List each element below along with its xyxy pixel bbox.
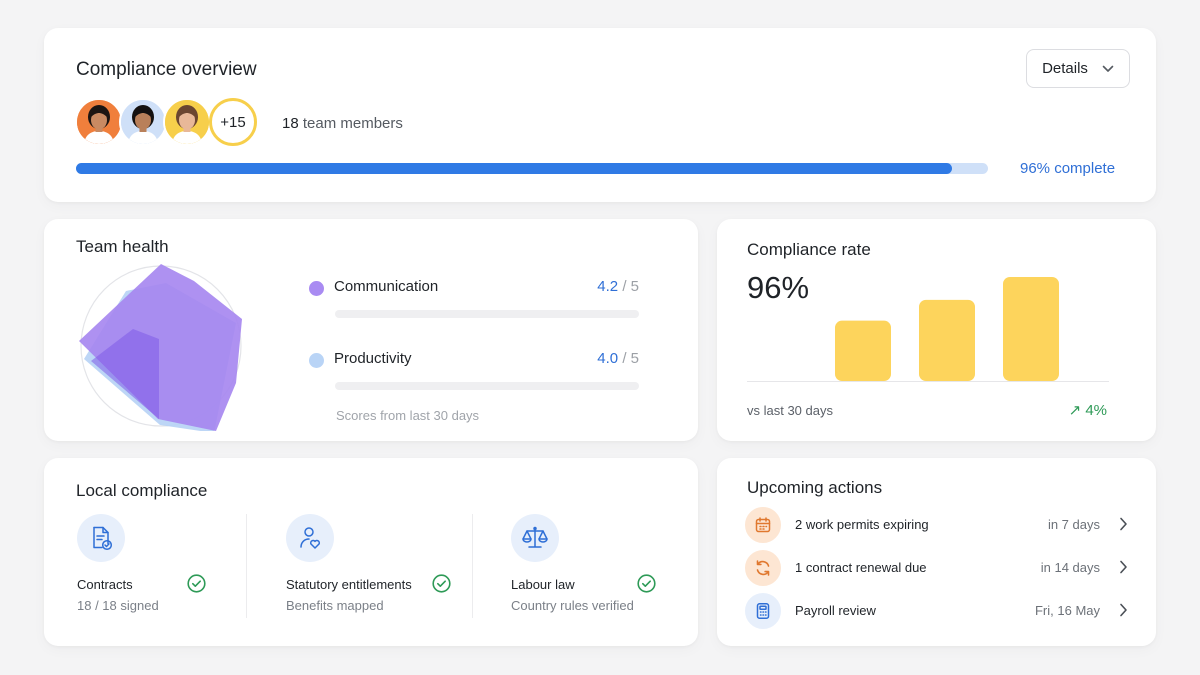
chevron-down-icon xyxy=(1102,65,1114,72)
metric-name: Productivity xyxy=(334,350,412,367)
check-circle-icon xyxy=(432,574,451,593)
score-denominator: / 5 xyxy=(622,278,639,295)
compliance-item-status: Country rules verified xyxy=(511,598,634,613)
action-label: Payroll review xyxy=(795,603,876,618)
upcoming-actions-card: Upcoming actions 2 work permits expiring… xyxy=(717,458,1156,646)
chevron-right-icon xyxy=(1120,603,1127,617)
avatar[interactable] xyxy=(119,98,167,146)
details-label: Details xyxy=(1042,60,1088,77)
rate-comparison-note: vs last 30 days xyxy=(747,403,833,418)
calendar-icon xyxy=(745,507,781,543)
radar-series-communication xyxy=(79,264,242,431)
compliance-overview-card: Compliance overview Details +15 18 team … xyxy=(44,28,1156,202)
rate-delta: ↗ 4% xyxy=(1068,402,1107,419)
action-row-payroll-review[interactable]: Payroll review Fri, 16 May xyxy=(745,593,1128,629)
avatar[interactable] xyxy=(75,98,123,146)
chevron-right-icon xyxy=(1120,560,1127,574)
progress-fill xyxy=(76,163,952,174)
compliance-item-status: 18 / 18 signed xyxy=(77,598,159,613)
action-label: 2 work permits expiring xyxy=(795,517,929,532)
score-value: 4.0 xyxy=(597,350,619,367)
team-health-title: Team health xyxy=(76,237,169,256)
upcoming-actions-title: Upcoming actions xyxy=(747,478,883,497)
compliance-rate-value: 96% xyxy=(747,270,810,305)
check-circle-icon xyxy=(187,574,206,593)
metric-bar xyxy=(335,310,639,318)
calculator-icon xyxy=(745,593,781,629)
compliance-item-labour-law[interactable]: Labour law Country rules verified xyxy=(511,514,661,624)
contract-document-icon xyxy=(77,514,125,562)
details-dropdown-button[interactable]: Details xyxy=(1026,49,1130,88)
compliance-progress-bar xyxy=(76,163,988,174)
score-denominator: / 5 xyxy=(622,350,639,367)
members-number: 18 xyxy=(282,115,299,132)
more-members-badge[interactable]: +15 xyxy=(209,98,257,146)
action-label: 1 contract renewal due xyxy=(795,560,927,575)
productivity-legend-dot xyxy=(309,353,324,368)
score-value: 4.2 xyxy=(597,278,619,295)
members-label: team members xyxy=(302,115,403,132)
communication-legend-dot xyxy=(309,281,324,296)
action-due: in 14 days xyxy=(1040,560,1100,575)
action-due: in 7 days xyxy=(1047,517,1100,532)
rate-bar-1 xyxy=(835,320,891,381)
local-compliance-card: Local compliance Contracts 18 / 18 signe… xyxy=(44,458,698,646)
scales-icon xyxy=(511,514,559,562)
compliance-item-contracts[interactable]: Contracts 18 / 18 signed xyxy=(77,514,207,624)
overview-title: Compliance overview xyxy=(76,59,257,80)
metric-name: Communication xyxy=(334,278,439,295)
local-compliance-title: Local compliance xyxy=(76,481,208,500)
rate-bar-2 xyxy=(919,299,975,381)
team-health-radar-chart xyxy=(79,264,242,431)
compliance-rate-bar-chart xyxy=(747,277,1109,382)
chevron-right-icon xyxy=(1120,517,1127,531)
metric-score: 4.0 / 5 xyxy=(597,350,639,367)
check-circle-icon xyxy=(637,574,656,593)
avatar[interactable] xyxy=(163,98,211,146)
divider xyxy=(246,514,247,618)
team-members-count: 18 team members xyxy=(282,115,403,132)
progress-label: 96% complete xyxy=(1020,160,1116,177)
compliance-item-status: Benefits mapped xyxy=(286,598,384,613)
action-row-work-permits[interactable]: 2 work permits expiring in 7 days xyxy=(745,507,1128,543)
compliance-item-name: Labour law xyxy=(511,577,575,592)
action-row-contract-renewal[interactable]: 1 contract renewal due in 14 days xyxy=(745,550,1128,586)
metric-bar xyxy=(335,382,639,390)
divider xyxy=(472,514,473,618)
compliance-item-name: Statutory entitlements xyxy=(286,577,412,592)
compliance-item-name: Contracts xyxy=(77,577,133,592)
refresh-icon xyxy=(745,550,781,586)
metric-score: 4.2 / 5 xyxy=(597,278,639,295)
team-health-card: Team health Communication 4.2 / 5 Produc… xyxy=(44,219,698,441)
action-due: Fri, 16 May xyxy=(1034,603,1100,618)
radar-series-overlap xyxy=(91,329,159,419)
rate-bar-3 xyxy=(1003,277,1059,381)
health-note: Scores from last 30 days xyxy=(336,408,480,423)
person-heart-icon xyxy=(286,514,334,562)
compliance-item-statutory-entitlements[interactable]: Statutory entitlements Benefits mapped xyxy=(286,514,456,624)
compliance-rate-card: Compliance rate 96% vs last 30 days ↗ 4% xyxy=(717,219,1156,441)
compliance-rate-title: Compliance rate xyxy=(747,240,871,259)
